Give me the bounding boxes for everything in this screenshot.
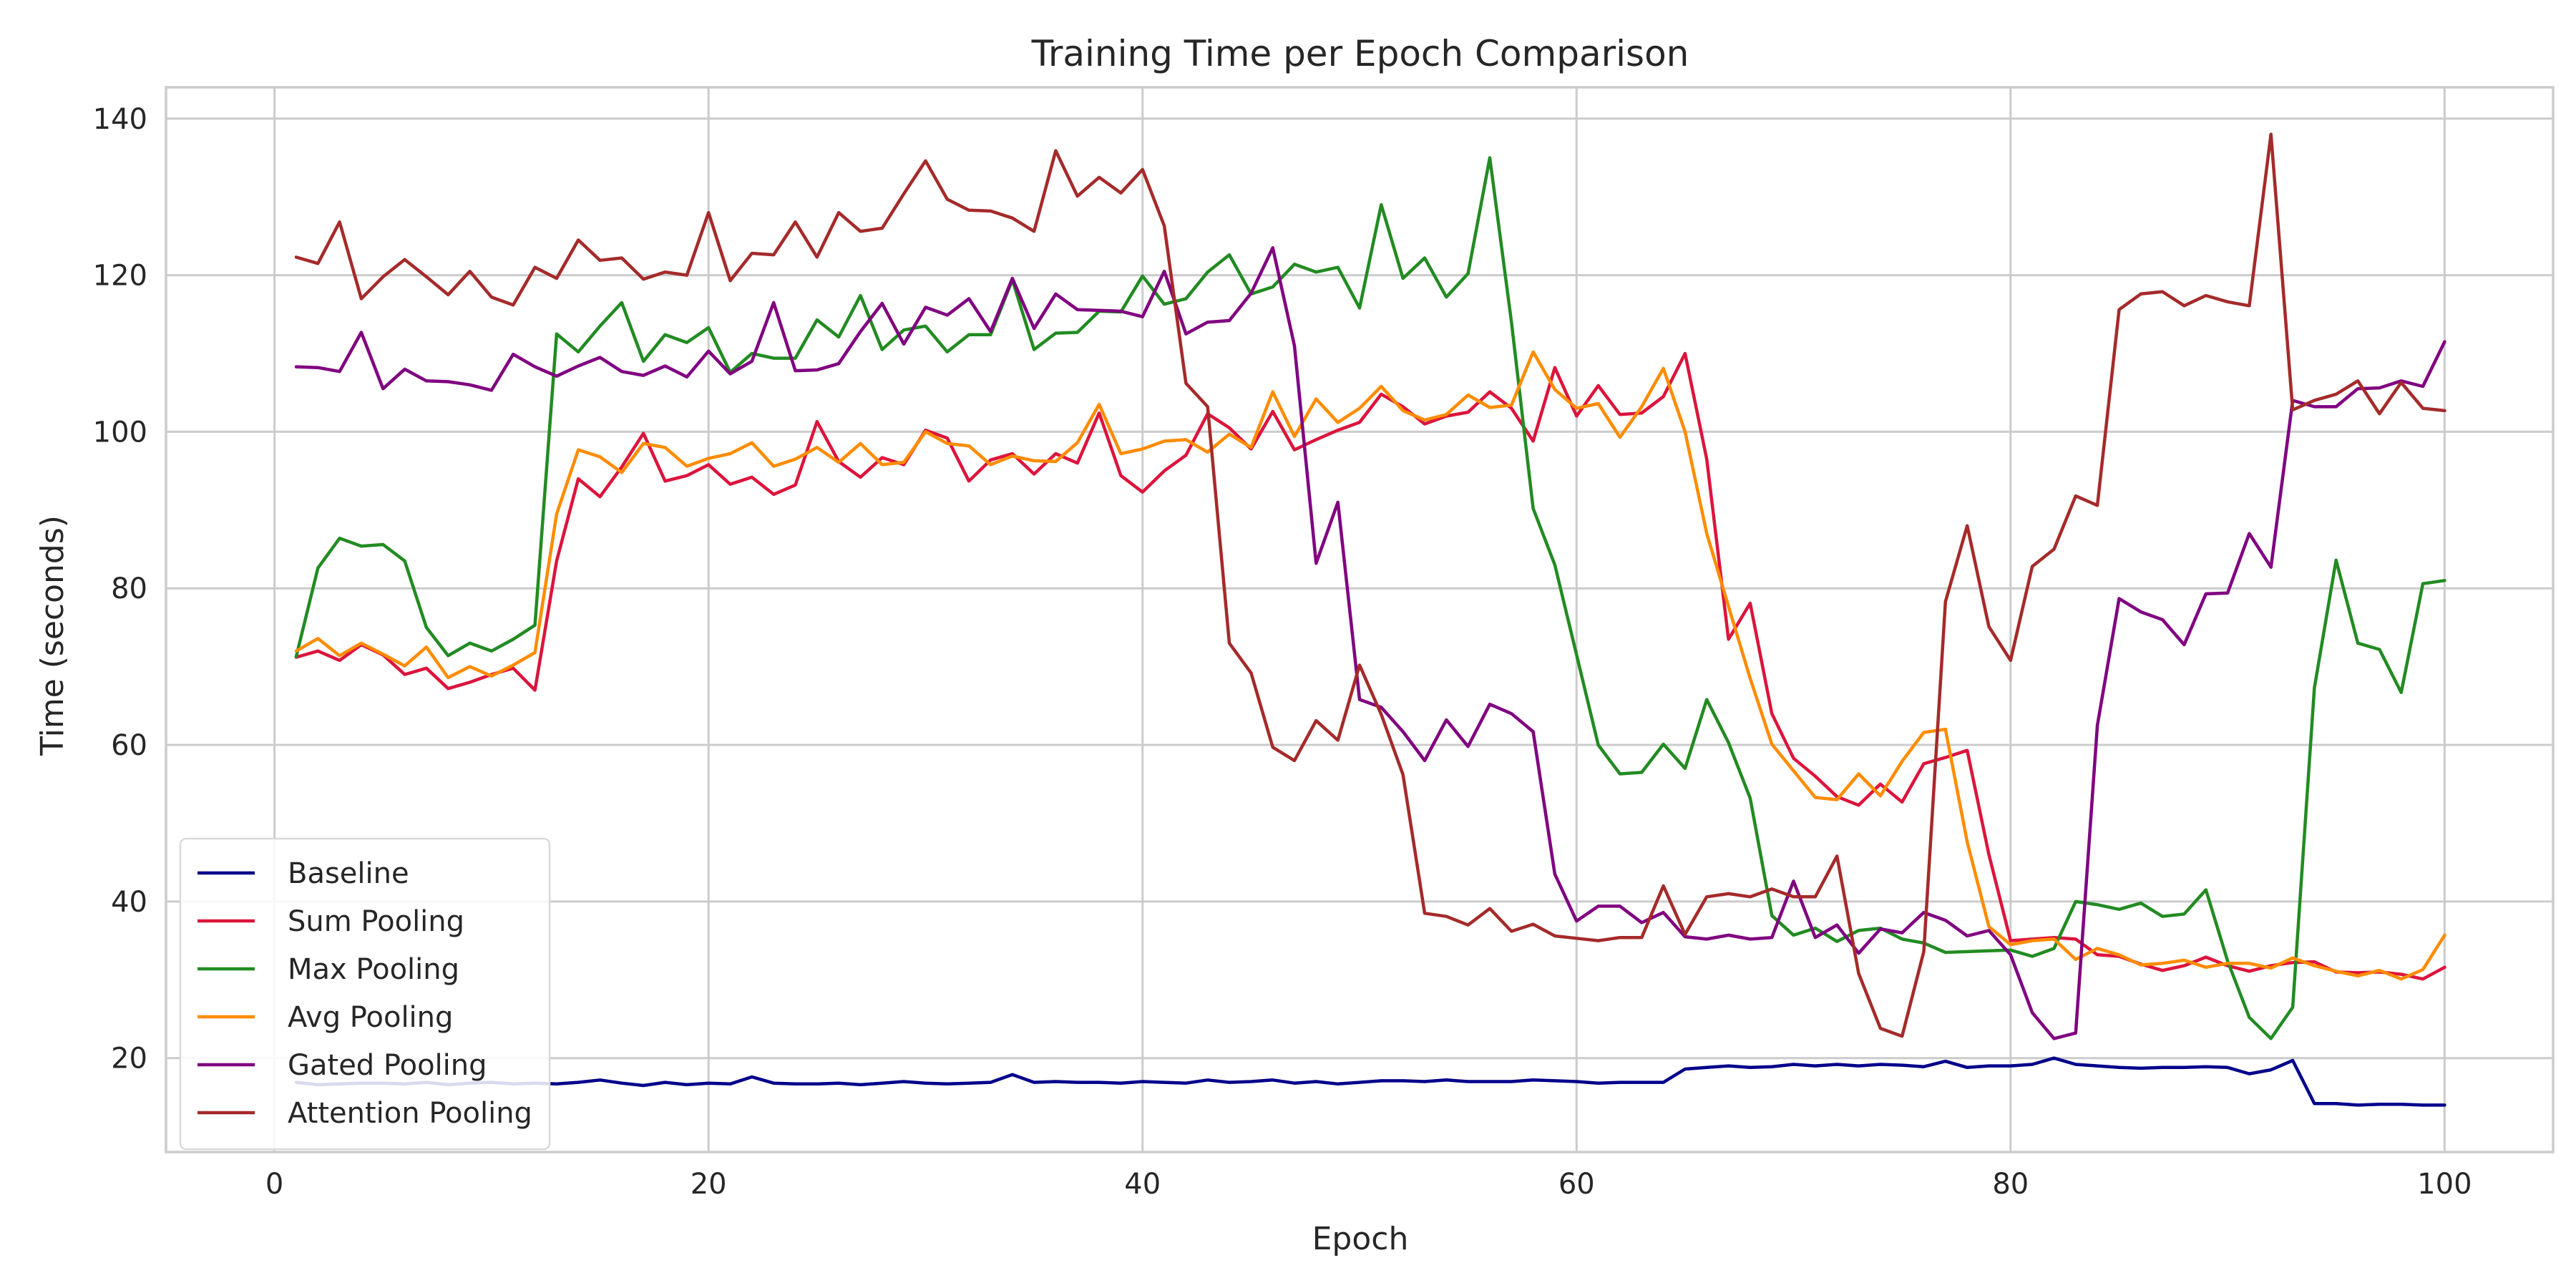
y-tick-label: 100 [93, 416, 147, 449]
series-lines [294, 132, 2446, 1107]
legend: Baseline Sum Pooling Max Pooling Avg Poolin… [179, 837, 551, 1151]
x-tick-label: 100 [2417, 1168, 2472, 1201]
y-axis-ticks: 20 40 60 80 100 120 140 [93, 103, 147, 1075]
x-tick-label: 0 [265, 1168, 283, 1201]
grid [166, 87, 2553, 1152]
series-line-attention-pooling [294, 132, 2446, 1038]
series-line-gated-pooling [294, 246, 2446, 1040]
series-line-baseline [294, 1056, 2446, 1107]
x-axis-ticks: 0 20 40 60 80 100 [265, 1168, 2472, 1201]
y-tick-label: 20 [111, 1043, 147, 1075]
x-axis-label: Epoch [1312, 1221, 1409, 1257]
legend-label-avg-pooling: Avg Pooling [288, 1001, 453, 1034]
x-tick-label: 20 [691, 1168, 727, 1201]
plot-frame [165, 86, 2555, 1153]
y-tick-label: 80 [111, 572, 147, 605]
y-tick-label: 120 [93, 260, 147, 293]
legend-label-baseline: Baseline [288, 857, 409, 890]
x-tick-label: 60 [1558, 1168, 1595, 1201]
legend-box [179, 837, 551, 1151]
legend-label-attention-pooling: Attention Pooling [288, 1097, 532, 1130]
y-axis-label: Time (seconds) [34, 515, 71, 756]
y-tick-label: 140 [93, 103, 147, 136]
series-line-sum-pooling [294, 351, 2446, 981]
chart-title: Training Time per Epoch Comparison [1031, 33, 1689, 74]
y-tick-label: 40 [111, 886, 147, 919]
x-tick-label: 40 [1124, 1168, 1161, 1201]
series-line-avg-pooling [294, 350, 2446, 981]
legend-label-max-pooling: Max Pooling [288, 953, 459, 986]
legend-label-sum-pooling: Sum Pooling [288, 905, 464, 938]
series-line-max-pooling [294, 156, 2446, 1040]
y-tick-label: 60 [111, 729, 147, 762]
legend-label-gated-pooling: Gated Pooling [288, 1049, 487, 1082]
x-tick-label: 80 [1992, 1168, 2029, 1201]
